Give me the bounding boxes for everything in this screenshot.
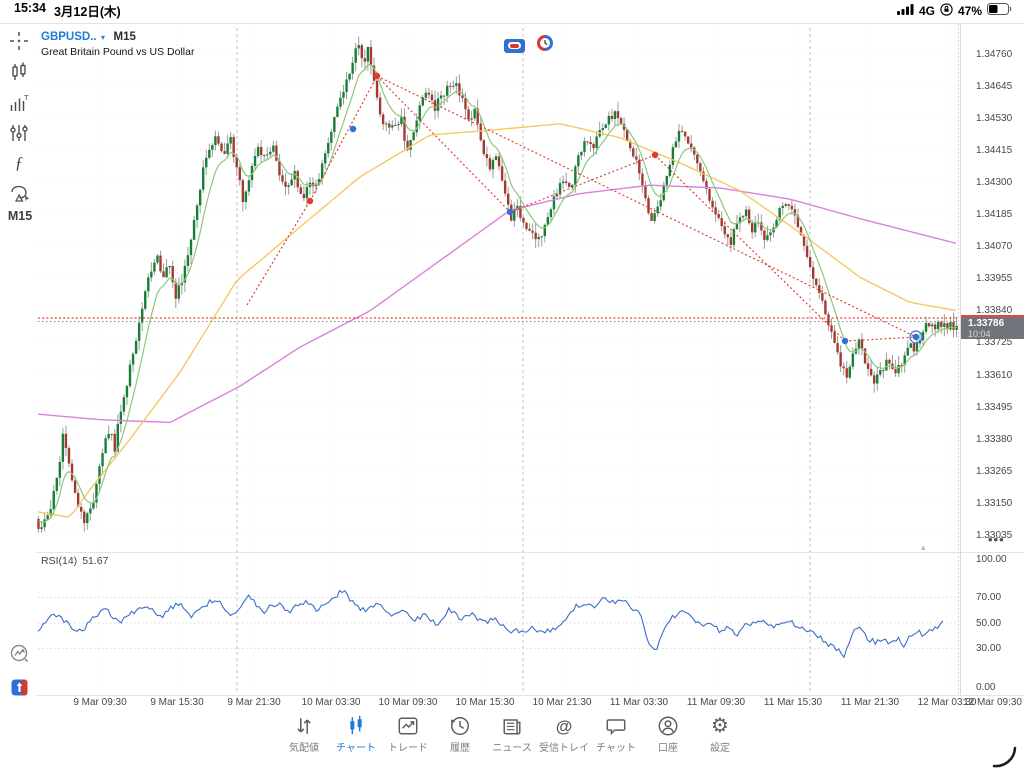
signal-icon — [896, 3, 914, 18]
rsi-indicator-label[interactable]: RSI(14) 51.67 — [41, 555, 109, 567]
scroll-to-end-icon[interactable]: ▴ — [921, 542, 926, 552]
price-axis-label: 1.33725 — [976, 337, 1013, 349]
account-person-icon — [657, 714, 679, 738]
price-chart-canvas[interactable] — [36, 24, 960, 695]
nav-item-news[interactable]: ニュース — [487, 714, 538, 754]
price-axis-label: 1.34070 — [976, 241, 1013, 253]
price-axis-label: 1.33955 — [976, 273, 1013, 285]
time-axis-label: 11 Mar 09:30 — [686, 697, 746, 708]
time-axis-label: 11 Mar 03:30 — [609, 697, 669, 708]
rsi-value: 51.67 — [82, 555, 109, 567]
indicator-settings-icon[interactable] — [6, 120, 32, 146]
price-axis-label: 1.33380 — [976, 433, 1013, 445]
objects-icon[interactable] — [6, 180, 32, 206]
session-clock-icon[interactable] — [537, 35, 553, 56]
nav-item-inbox[interactable]: @ 受信トレイ — [539, 714, 590, 755]
chart-type-candles-icon[interactable] — [6, 59, 32, 85]
time-axis-label: 10 Mar 09:30 — [378, 697, 438, 708]
current-price-badge: 1.33786 10:04 — [961, 315, 1024, 339]
bar-countdown: 10:04 — [968, 329, 991, 339]
nav-item-quotes[interactable]: 気配値 — [279, 714, 330, 754]
current-price: 1.33786 — [968, 318, 1005, 329]
network-type: 4G — [918, 3, 935, 18]
time-axis-label: 9 Mar 21:30 — [227, 697, 281, 708]
page-curl-icon[interactable] — [991, 746, 1017, 768]
quotes-arrows-icon — [293, 714, 315, 738]
time-axis-label: 9 Mar 15:30 — [150, 697, 204, 708]
rsi-axis-label: 50.00 — [976, 617, 1002, 629]
time-axis-label: 9 Mar 09:30 — [73, 697, 127, 708]
price-axis-label: 1.34185 — [976, 209, 1013, 220]
time-axis-label: 12 Mar 09:30 — [963, 697, 1022, 708]
news-paper-icon — [501, 714, 523, 738]
battery-percent: 47% — [957, 3, 982, 18]
header-timeframe: M15 — [113, 31, 136, 43]
price-axis-label: 1.33150 — [976, 497, 1013, 509]
crosshair-tool-icon[interactable] — [6, 28, 32, 54]
price-axis-label: 1.34760 — [976, 48, 1013, 60]
price-axis-label: 1.34645 — [976, 80, 1013, 92]
currency-flag-icon[interactable] — [504, 38, 525, 53]
status-date: 3月12日(木) — [53, 5, 121, 19]
settings-gear-icon: ⚙ — [711, 714, 729, 737]
price-axis-label: 1.34530 — [976, 112, 1013, 124]
battery-icon — [987, 3, 1012, 18]
nav-item-account[interactable]: 口座 — [643, 714, 694, 754]
panel-separator[interactable] — [36, 552, 1024, 553]
time-axis-label: 11 Mar 15:30 — [763, 697, 823, 708]
price-axis-label: 1.33265 — [976, 465, 1013, 477]
symbol-name[interactable]: GBPUSD.. — [41, 31, 97, 43]
chart-candles-icon — [345, 714, 367, 738]
status-bar: 15:34 3月12日(木) 4G 47% — [0, 0, 1024, 24]
price-axis-label: 1.33840 — [976, 305, 1013, 317]
time-axis-label: 12 Mar 03:30 — [917, 697, 977, 708]
axis-separator — [36, 695, 1024, 696]
price-axis: 1.34760 1.34645 1.34530 1.34415 1.34300 1.341… — [960, 24, 1024, 695]
svg-text:T: T — [24, 93, 29, 102]
history-clock-icon — [449, 714, 471, 738]
nav-item-history[interactable]: 履歴 — [435, 714, 486, 754]
chevron-down-icon: ▾ — [101, 33, 106, 42]
time-axis-label: 11 Mar 21:30 — [840, 697, 900, 708]
nav-item-settings[interactable]: ⚙ 設定 — [710, 714, 730, 755]
time-axis-label: 10 Mar 03:30 — [301, 697, 361, 708]
symbol-flag-icon[interactable] — [6, 674, 32, 700]
rsi-axis-label: 30.00 — [976, 643, 1002, 655]
timeframe-button[interactable]: M15 — [7, 209, 33, 223]
orientation-lock-icon — [940, 2, 953, 19]
chart-overflow-menu[interactable]: ••• — [988, 532, 1005, 547]
rsi-axis-label: 0.00 — [976, 681, 996, 693]
volumes-icon[interactable]: T — [6, 90, 32, 116]
time-axis-label: 10 Mar 21:30 — [532, 697, 592, 708]
nav-item-chat[interactable]: チャット — [591, 714, 642, 754]
symbol-description: Great Britain Pound vs US Dollar — [41, 46, 195, 58]
nav-item-chart[interactable]: チャート — [331, 714, 382, 754]
price-axis-label: 1.33035 — [976, 530, 1013, 541]
time-axis: 9 Mar 09:30 9 Mar 15:30 9 Mar 21:30 10 Mar … — [0, 696, 1024, 709]
symbol-header[interactable]: GBPUSD.. ▾ M15 Great Britain Pound vs US… — [41, 30, 194, 58]
price-axis-label: 1.33495 — [976, 401, 1013, 413]
chat-bubble-icon — [605, 714, 627, 738]
bottom-navigation: 気配値 チャート トレード 履歴 — [0, 709, 1024, 768]
price-axis-label: 1.34415 — [976, 144, 1013, 156]
nav-item-trade[interactable]: トレード — [383, 714, 434, 754]
functions-icon[interactable]: ƒ — [14, 153, 24, 172]
inbox-at-icon: @ — [555, 716, 573, 736]
rsi-axis-label: 70.00 — [976, 591, 1002, 603]
status-time: 15:34 — [14, 1, 46, 15]
price-axis-label: 1.34300 — [976, 176, 1013, 188]
price-axis-label: 1.33610 — [976, 369, 1013, 381]
trade-graph-icon — [397, 714, 419, 738]
rsi-axis-label: 100.00 — [976, 553, 1007, 565]
indicator-zigzag-icon[interactable] — [6, 640, 32, 666]
time-axis-label: 10 Mar 15:30 — [455, 697, 515, 708]
